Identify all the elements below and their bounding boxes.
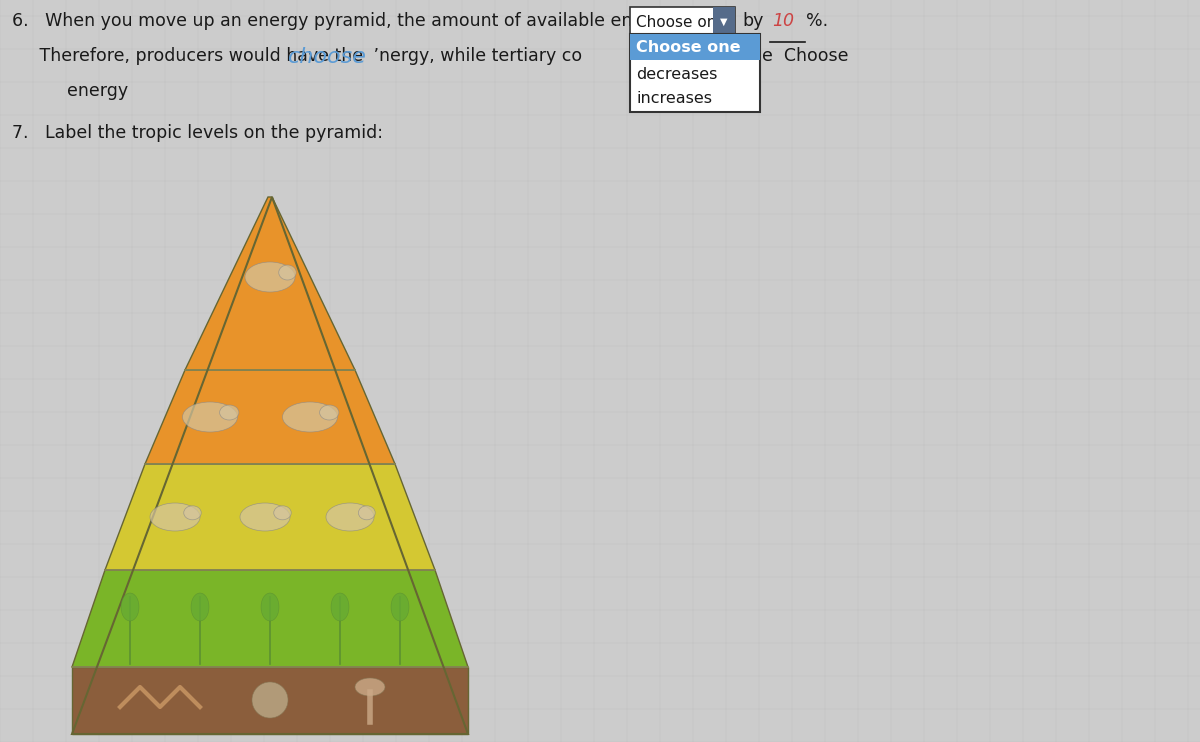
Polygon shape — [145, 370, 395, 464]
Ellipse shape — [282, 402, 337, 432]
Polygon shape — [106, 464, 434, 570]
Text: e  Choose: e Choose — [762, 47, 848, 65]
Text: 7.   Label the tropic levels on the pyramid:: 7. Label the tropic levels on the pyrami… — [12, 124, 383, 142]
Polygon shape — [72, 667, 468, 734]
Ellipse shape — [262, 593, 278, 621]
FancyBboxPatch shape — [630, 34, 760, 112]
Circle shape — [252, 682, 288, 718]
Polygon shape — [185, 197, 355, 370]
Text: %.: %. — [806, 12, 828, 30]
Text: ▼: ▼ — [720, 17, 727, 27]
Ellipse shape — [240, 503, 290, 531]
Ellipse shape — [191, 593, 209, 621]
Text: Choose one: Choose one — [636, 15, 726, 30]
Ellipse shape — [121, 593, 139, 621]
Polygon shape — [72, 570, 468, 667]
Text: increases: increases — [636, 91, 712, 105]
Ellipse shape — [274, 506, 292, 520]
Ellipse shape — [326, 503, 374, 531]
FancyBboxPatch shape — [630, 34, 760, 60]
Ellipse shape — [355, 678, 385, 696]
Ellipse shape — [220, 405, 239, 420]
Text: by: by — [742, 12, 763, 30]
Ellipse shape — [278, 265, 296, 280]
Ellipse shape — [182, 402, 238, 432]
Text: decreases: decreases — [636, 67, 718, 82]
Text: energy: energy — [12, 82, 128, 100]
Ellipse shape — [184, 506, 202, 520]
Ellipse shape — [319, 405, 338, 420]
Ellipse shape — [150, 503, 200, 531]
Text: Choose one: Choose one — [636, 39, 740, 54]
Ellipse shape — [359, 506, 376, 520]
Text: 6.   When you move up an energy pyramid, the amount of available energy: 6. When you move up an energy pyramid, t… — [12, 12, 672, 30]
FancyBboxPatch shape — [713, 7, 734, 37]
Text: Therefore, producers would have the: Therefore, producers would have the — [12, 47, 368, 65]
FancyBboxPatch shape — [630, 7, 734, 37]
Text: 10: 10 — [772, 12, 794, 30]
Ellipse shape — [245, 262, 295, 292]
Text: ’nergy, while tertiary co: ’nergy, while tertiary co — [368, 47, 582, 65]
Ellipse shape — [331, 593, 349, 621]
Text: choose: choose — [288, 47, 367, 67]
Ellipse shape — [391, 593, 409, 621]
